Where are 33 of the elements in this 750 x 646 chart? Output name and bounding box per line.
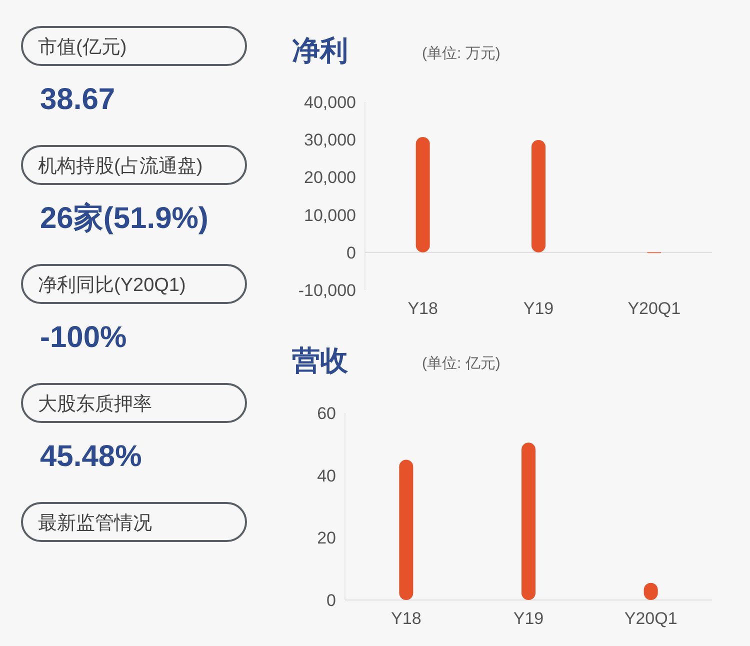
category-label: 大股东质押率 (38, 393, 152, 415)
category-label: 市值(亿元) (38, 36, 127, 58)
y-tick-label: 40 (317, 466, 336, 486)
text: -100% (40, 321, 127, 354)
category-label: 净利同比(Y20Q1) (38, 275, 186, 296)
x-tick-label: Y19 (513, 609, 544, 628)
y-tick-label: -10,000 (298, 281, 356, 300)
chart-title: 净利 (292, 35, 348, 66)
bar (416, 136, 430, 252)
y-tick-label: 10,000 (304, 206, 356, 225)
chart-subtitle: (单位: 万元) (422, 45, 500, 62)
category-label: 机构持股(占流通盘) (38, 155, 203, 177)
bar (532, 140, 546, 252)
bar (522, 442, 536, 600)
y-tick-label: 60 (317, 404, 336, 423)
x-tick-label: Y20Q1 (628, 299, 681, 318)
category-label: 最新监管情况 (38, 512, 152, 534)
y-tick-label: 20,000 (304, 168, 356, 188)
y-tick-label: 20 (317, 528, 336, 548)
y-tick-label: 30,000 (304, 130, 356, 150)
y-tick-label: 0 (326, 591, 336, 610)
y-tick-label: 0 (346, 243, 356, 262)
x-tick-label: Y18 (391, 609, 422, 628)
y-tick-label: 40,000 (304, 93, 356, 112)
x-tick-label: Y20Q1 (624, 609, 678, 628)
bar (399, 460, 414, 600)
x-tick-label: Y19 (523, 299, 554, 318)
text: 38.67 (40, 83, 116, 116)
text: 26家(51.9%) (40, 201, 208, 235)
chart-subtitle: (单位: 亿元) (422, 355, 500, 372)
text: 45.48% (40, 440, 142, 473)
x-tick-label: Y18 (408, 299, 438, 318)
chart-title: 营收 (291, 345, 349, 376)
